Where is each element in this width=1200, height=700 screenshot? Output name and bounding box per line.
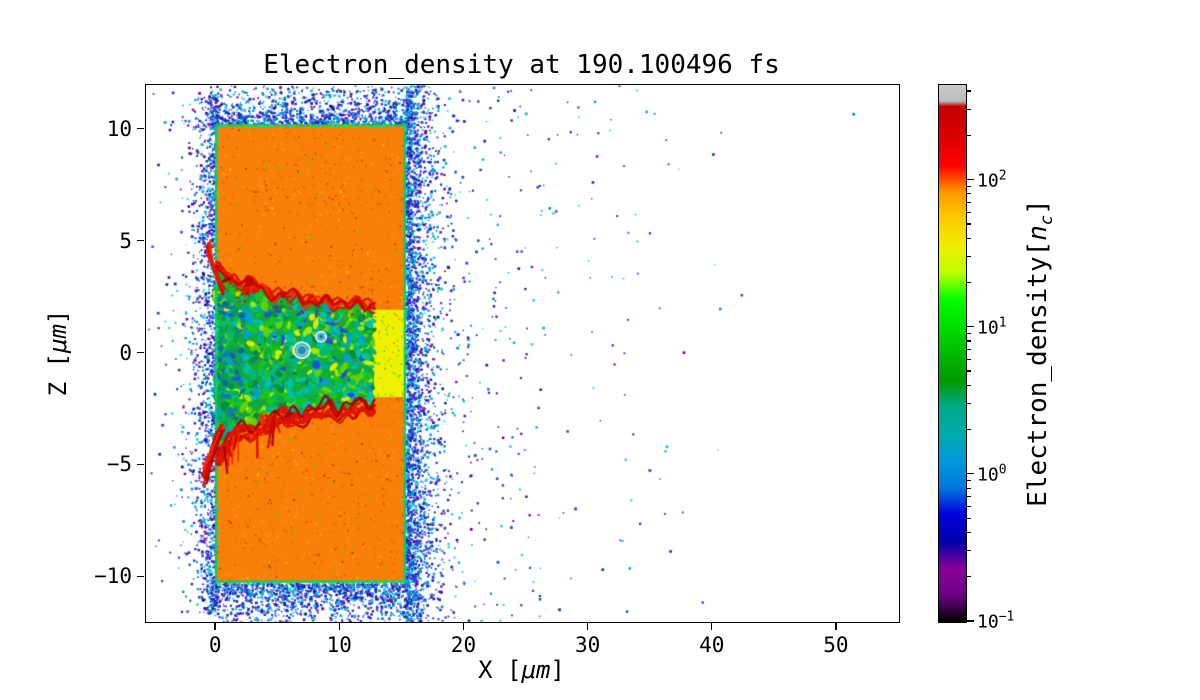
y-axis-label: Z [μm] [44,309,72,396]
colorbar-minor-tick [967,237,971,239]
colorbar-minor-tick [967,281,971,284]
cb-tick-exponent: −1 [998,609,1015,625]
colorbar-major-tick [967,179,974,181]
x-axis-label: X [μm] [478,656,565,684]
y-axis-label-post: ] [44,309,72,324]
colorbar-major-tick [967,326,974,328]
colorbar-tick-label: 101 [977,315,1007,338]
colorbar-tick-label: 10−1 [977,610,1014,633]
heatmap-canvas [146,85,899,622]
colorbar-minor-tick [967,201,971,203]
cb-tick-base: 10 [977,170,999,192]
cb-tick-exponent: 2 [998,168,1007,184]
colorbar-minor-tick [967,505,971,508]
colorbar-minor-tick [967,428,971,431]
x-tick-label: 50 [823,633,849,657]
colorbar-label-pre: Electron_density[ [1022,240,1053,507]
y-tick [137,575,144,577]
colorbar-minor-tick [967,211,971,213]
x-axis-label-unit: μm [521,656,551,684]
colorbar-minor-tick [967,358,971,360]
colorbar-tick-label: 102 [977,168,1007,191]
colorbar-label-sub: c [1037,214,1058,225]
y-tick-label: −5 [106,452,132,477]
colorbar-minor-tick [967,403,971,405]
cb-tick-base: 10 [977,464,999,486]
colorbar-major-tick [967,473,974,475]
x-tick-label: 40 [699,633,725,657]
cb-tick-exponent: 0 [998,462,1007,478]
cb-tick-exponent: 1 [998,315,1007,331]
colorbar-minor-tick [967,340,971,342]
colorbar-label-unit: n [1022,224,1053,241]
y-axis-label-pre: Z [ [44,352,72,396]
colorbar-minor-tick [967,185,971,187]
colorbar-minor-tick [967,531,971,533]
colorbar-minor-tick [967,332,971,335]
x-tick [338,623,340,630]
y-tick [137,128,144,130]
colorbar-minor-tick [967,134,971,136]
colorbar-minor-tick [967,255,971,258]
x-axis-label-pre: X [ [478,656,522,684]
plot-area [145,84,900,623]
colorbar-label-post: ] [1022,198,1053,215]
colorbar-minor-tick [967,348,971,351]
y-tick [137,239,144,242]
colorbar-minor-tick [967,384,971,386]
colorbar-minor-tick [967,496,971,498]
colorbar-minor-tick [967,90,971,92]
colorbar-minor-tick [967,550,971,552]
x-tick-label: 0 [208,633,222,657]
y-tick-label: 0 [119,340,132,365]
colorbar [938,84,967,623]
x-tick [835,623,837,630]
colorbar-major-tick [967,620,974,622]
y-tick-label: 10 [106,116,132,141]
cb-tick-base: 10 [977,317,999,339]
y-tick [137,351,144,354]
colorbar-tick-label: 100 [977,462,1007,485]
x-tick [462,623,465,630]
y-tick-label: 5 [119,228,132,253]
x-axis-label-post: ] [550,656,565,684]
colorbar-label: Electron_density[nc] [1023,199,1057,507]
x-tick [214,623,216,630]
colorbar-minor-tick [967,370,971,372]
colorbar-minor-tick [967,193,971,195]
x-tick [711,623,713,630]
chart-title: Electron_density at 190.100496 fs [263,50,780,80]
x-tick-label: 10 [326,633,352,657]
cb-tick-base: 10 [977,611,999,633]
colorbar-minor-tick [967,487,971,489]
x-tick-label: 30 [574,633,601,657]
x-tick [586,623,589,630]
colorbar-minor-tick [967,576,971,578]
colorbar-minor-tick [967,223,971,225]
colorbar-minor-tick [967,517,971,519]
y-tick-label: −10 [94,564,132,589]
x-tick-label: 20 [450,633,477,657]
colorbar-minor-tick [967,108,971,111]
y-tick [137,463,144,466]
colorbar-minor-tick [967,480,971,482]
y-axis-label-unit: μm [44,323,72,353]
